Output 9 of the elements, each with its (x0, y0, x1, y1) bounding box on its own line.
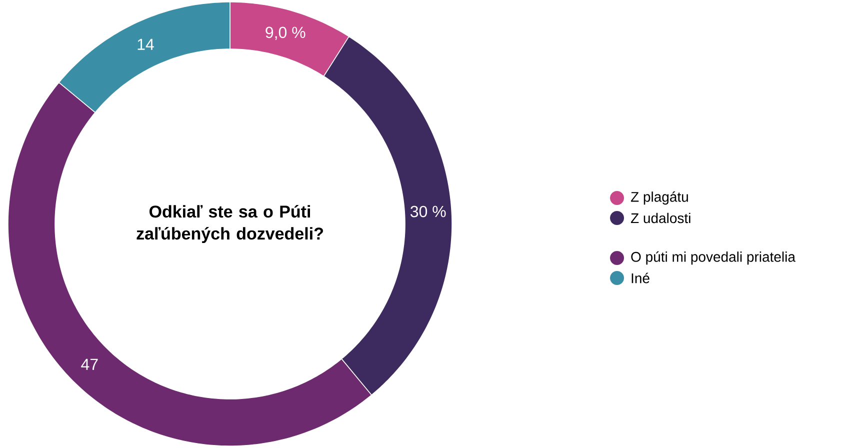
data-label: 47 (81, 358, 98, 370)
legend-label: Z udalosti (630, 212, 690, 224)
data-label: 9,0 % (266, 26, 306, 40)
legend-label: Z plagátu (630, 191, 688, 205)
legend-label: O púti mi povedali priatelia (631, 251, 796, 265)
legend-label: Iné (632, 272, 650, 284)
text: Odkiaľ ste sa o Púti zaľúbených dozvedeli? (136, 204, 323, 243)
data-label: 14 (138, 38, 154, 50)
data-label: 30 % (410, 206, 446, 218)
